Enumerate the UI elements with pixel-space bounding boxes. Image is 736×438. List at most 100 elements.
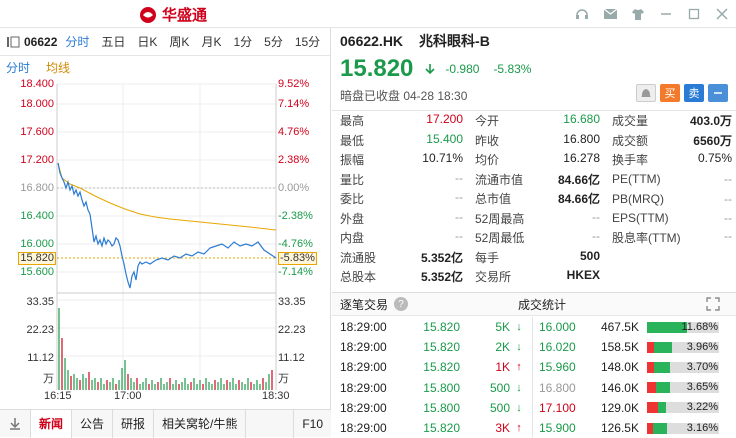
tab-announcements[interactable]: 公告: [72, 409, 114, 438]
stat-label: 52周最低: [475, 231, 525, 246]
quote-stats: 最高 17.200 今开 16.680 成交量 403.0万 最低 15.400 昨收 16.80…: [332, 110, 736, 287]
trade-row: 18:29:00 15.820 3K ↑: [332, 418, 532, 438]
tab-5min[interactable]: 5分: [264, 35, 283, 49]
shirt-icon[interactable]: [628, 4, 648, 24]
download-icon: [10, 417, 20, 430]
intraday-chart[interactable]: 18.400 18.000 17.600 17.200 16.800 16.40…: [0, 78, 331, 390]
down-arrow-icon: [425, 64, 435, 75]
stat-value: 6560万: [693, 133, 732, 148]
panel-collapse-icon[interactable]: [6, 35, 20, 49]
help-icon[interactable]: ?: [394, 297, 409, 311]
down-arrow-icon: ↓: [516, 321, 522, 334]
tab-daily-k[interactable]: 日K: [137, 35, 158, 49]
stat-label: 总市值: [475, 192, 512, 207]
logo-icon: [140, 6, 156, 23]
headset-icon[interactable]: [572, 4, 592, 24]
expand-icon[interactable]: [706, 297, 720, 311]
dist-pct: 3.96%: [686, 340, 718, 353]
dist-bar: 3.96%: [647, 340, 719, 353]
y-tick-right: 0.00%: [278, 182, 310, 194]
stats-row: 量比 -- 流通市值 84.66亿 PE(TTM) --: [332, 170, 736, 190]
tab-intraday[interactable]: 分时: [65, 35, 90, 49]
dist-bar-sell: [647, 341, 655, 353]
stat-label: 均价: [475, 153, 500, 168]
tab-five-day[interactable]: 五日: [101, 35, 126, 49]
stats-row: 外盘 -- 52周最高 -- EPS(TTM) --: [332, 209, 736, 229]
stat-value: --: [592, 229, 600, 244]
stat-label: 内盘: [340, 231, 365, 246]
mail-icon[interactable]: [600, 4, 620, 24]
tab-weekly-k[interactable]: 周K: [169, 35, 190, 49]
sell-button[interactable]: 卖: [684, 84, 704, 102]
stats-row: 最高 17.200 今开 16.680 成交量 403.0万: [332, 111, 736, 131]
stat-label: 最低: [340, 133, 365, 148]
vol-unit-left: 万: [43, 373, 54, 385]
dist-bar: 3.16%: [647, 421, 719, 434]
volume-bars: [58, 308, 273, 390]
trade-list: 18:29:00 15.820 5K ↓ 18:29:00 15.820 2K ↓…: [332, 317, 532, 438]
stat-value: 17.200: [426, 112, 463, 127]
trade-time: 18:29:00: [340, 400, 387, 415]
chart-period-tabs: 06622 分时 五日 日K 周K 月K 1分 5分 15分: [0, 28, 330, 56]
tab-f10[interactable]: F10: [293, 409, 331, 438]
y-tick-left: 16.800: [20, 182, 54, 194]
dist-volume: 126.5K: [600, 421, 639, 436]
stock-name: 兆科眼科-B: [419, 33, 490, 49]
subtab-intraday[interactable]: 分时: [6, 60, 31, 75]
dist-volume: 158.5K: [600, 340, 639, 355]
volume-distribution: 16.000 467.5K 11.68% 16.020 158.5K 3.96%…: [532, 317, 736, 438]
dist-pct: 3.16%: [686, 421, 718, 434]
download-button[interactable]: [0, 409, 31, 438]
trade-price: 15.800: [423, 400, 460, 415]
vol-unit-right: 万: [278, 373, 289, 385]
stock-code-short: 06622: [24, 34, 58, 49]
y-tick-right: 9.52%: [278, 78, 310, 90]
more-button[interactable]: [708, 84, 728, 102]
dist-bar: 11.68%: [647, 320, 719, 333]
stat-label: EPS(TTM): [612, 211, 669, 226]
dist-price: 16.020: [539, 340, 576, 355]
stat-value: 16.800: [563, 131, 600, 146]
price-change-pct: -5.83%: [493, 62, 532, 76]
up-arrow-icon: ↑: [516, 422, 522, 435]
buy-button[interactable]: 买: [660, 84, 680, 102]
tab-research[interactable]: 研报: [113, 409, 155, 438]
tab-news[interactable]: 新闻: [31, 409, 73, 438]
stat-label: 交易所: [475, 270, 512, 285]
dist-pct: 11.68%: [681, 320, 719, 333]
stat-value: HKEX: [566, 268, 600, 283]
section-title-distribution: 成交统计: [518, 297, 567, 312]
subtab-average[interactable]: 均线: [46, 60, 71, 75]
stats-row: 委比 -- 总市值 84.66亿 PB(MRQ) --: [332, 189, 736, 209]
trade-price: 15.820: [423, 340, 460, 355]
trade-volume: 3K: [495, 421, 510, 436]
dist-volume: 146.0K: [600, 380, 639, 395]
y-tick-left: 17.600: [20, 126, 54, 138]
dist-bar: 3.22%: [647, 401, 719, 414]
trade-time: 18:29:00: [340, 340, 387, 355]
tab-15min[interactable]: 15分: [294, 35, 321, 49]
trade-price: 15.820: [423, 320, 460, 335]
average-price-line: [57, 162, 277, 231]
tab-monthly-k[interactable]: 月K: [201, 35, 222, 49]
stat-value: --: [455, 170, 463, 185]
tab-warrants[interactable]: 相关窝轮/牛熊: [154, 409, 247, 438]
dist-bar-sell: [647, 402, 658, 414]
down-arrow-icon: ↓: [516, 341, 522, 354]
x-tick: 18:30: [262, 390, 290, 402]
y-tick-left: 15.600: [20, 266, 54, 278]
y-tick-right: 2.38%: [278, 154, 310, 166]
stat-label: 成交额: [612, 133, 649, 148]
bell-icon: [641, 88, 651, 97]
tab-1min[interactable]: 1分: [233, 35, 253, 49]
close-icon[interactable]: [712, 4, 732, 24]
stat-label: 量比: [340, 172, 365, 187]
minimize-icon[interactable]: [656, 4, 676, 24]
alert-button[interactable]: [636, 84, 656, 102]
trade-volume: 2K: [495, 340, 510, 355]
stat-value: 84.66亿: [557, 172, 600, 187]
market-status: 暗盘已收盘 04-28 18:30: [340, 88, 468, 103]
maximize-icon[interactable]: [684, 4, 704, 24]
stat-label: 今开: [475, 114, 500, 129]
vol-tick-left: 33.35: [26, 296, 54, 308]
